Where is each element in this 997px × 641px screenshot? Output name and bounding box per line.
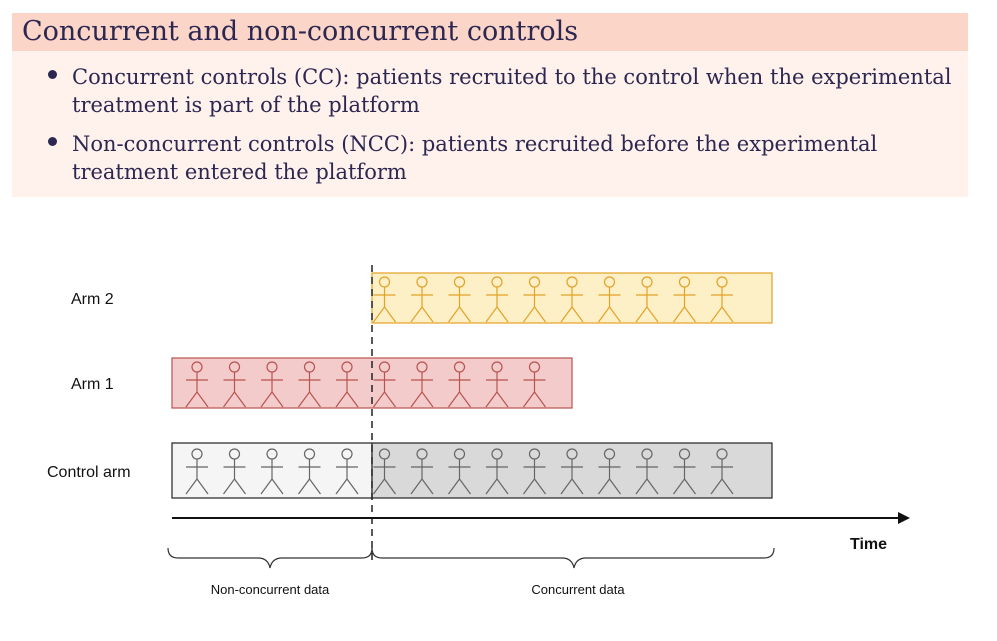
row-label-arm-2: Arm 2	[71, 291, 114, 308]
person-icon	[223, 361, 246, 408]
bullet-text: Concurrent controls (CC): patients recru…	[72, 65, 952, 117]
bullet-box: Concurrent controls (CC): patients recru…	[12, 51, 968, 197]
person-icon	[298, 361, 321, 408]
nonconcurrent-brace	[167, 547, 373, 569]
person-icon	[373, 276, 396, 323]
concurrent-data-label: Concurrent data	[531, 582, 625, 597]
control-arm-nonconcurrent-box	[171, 442, 373, 499]
person-icon	[523, 448, 546, 495]
control-arm-patients	[185, 448, 734, 495]
person-icon	[260, 448, 284, 495]
person-icon	[448, 276, 471, 323]
bullet-text: Non-concurrent controls (NCC): patients …	[72, 132, 878, 184]
person-icon	[185, 448, 209, 495]
person-icon	[223, 448, 246, 495]
person-icon	[673, 276, 696, 323]
slide-header: Concurrent and non-concurrent controls	[12, 13, 968, 51]
person-icon	[298, 448, 321, 495]
person-icon	[523, 361, 546, 408]
person-icon	[598, 276, 621, 323]
person-icon	[448, 448, 471, 495]
person-icon	[635, 448, 659, 495]
person-icon	[185, 361, 209, 408]
person-icon	[710, 448, 734, 495]
person-icon	[560, 276, 584, 323]
person-icon	[410, 361, 434, 408]
person-icon	[260, 361, 284, 408]
person-icon	[485, 361, 509, 408]
concurrent-brace	[371, 547, 775, 569]
person-icon	[373, 361, 396, 408]
person-icon	[410, 276, 434, 323]
time-axis-arrow-icon	[898, 512, 910, 524]
row-label-control-arm: Control arm	[47, 464, 131, 481]
arm-2-patients	[373, 276, 734, 323]
person-icon	[373, 448, 396, 495]
time-label: Time	[850, 536, 887, 553]
person-icon	[710, 276, 734, 323]
person-icon	[635, 276, 659, 323]
person-icon	[485, 448, 509, 495]
nonconcurrent-data-label: Non-concurrent data	[211, 582, 330, 597]
bullet-icon	[48, 137, 57, 146]
person-icon	[673, 448, 696, 495]
person-icon	[448, 361, 471, 408]
slide-title: Concurrent and non-concurrent controls	[22, 16, 579, 47]
arm-1-patients	[185, 361, 546, 408]
person-icon	[410, 448, 434, 495]
bullet-icon	[48, 70, 57, 79]
person-icon	[523, 276, 546, 323]
row-label-arm-1: Arm 1	[71, 376, 114, 393]
person-icon	[598, 448, 621, 495]
person-icon	[560, 448, 584, 495]
person-icon	[485, 276, 509, 323]
person-icon	[335, 448, 359, 495]
person-icon	[335, 361, 359, 408]
